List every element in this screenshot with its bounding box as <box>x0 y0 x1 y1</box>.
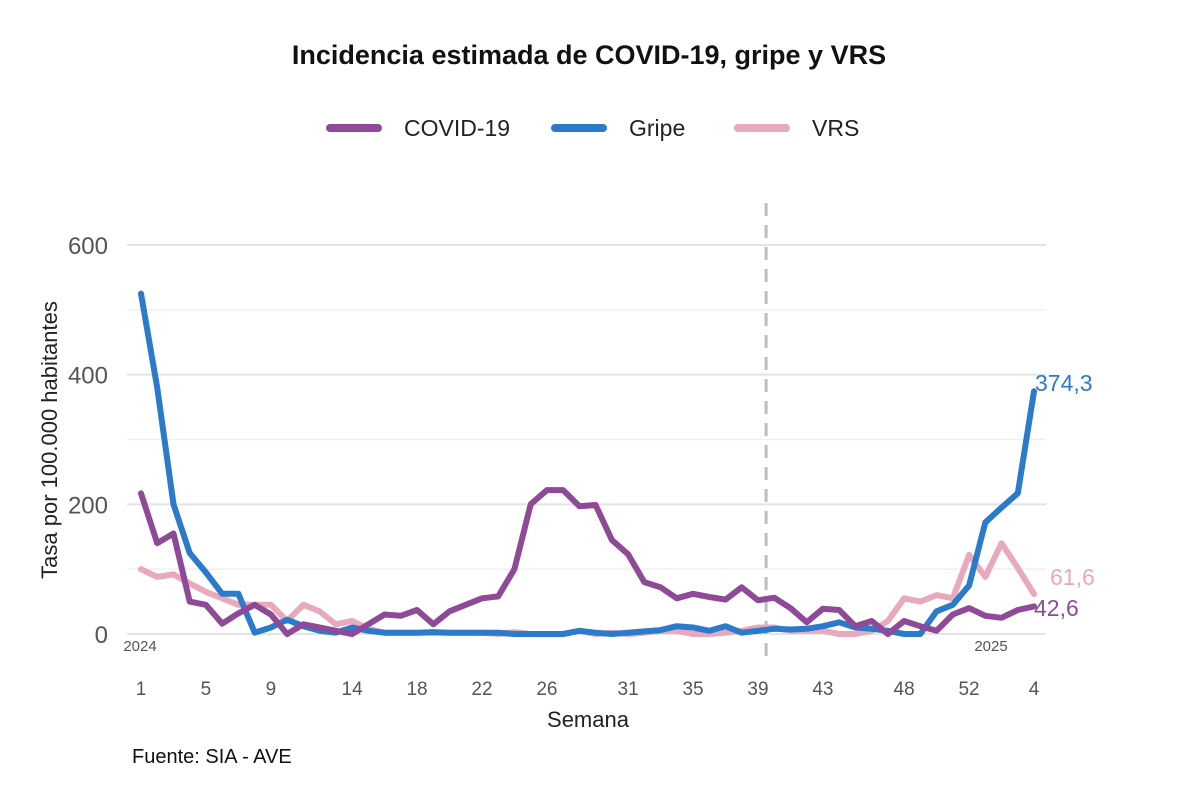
x-tick-label-35-8: 35 <box>682 679 703 700</box>
y-tick-label-600: 600 <box>68 233 108 260</box>
x-tick-label-1-0: 1 <box>136 679 147 700</box>
source-note: Fuente: SIA - AVE <box>132 746 292 768</box>
x-tick-label-9-2: 9 <box>266 679 277 700</box>
y-axis-label: Tasa por 100.000 habitantes <box>37 301 62 579</box>
legend-swatch-covid <box>326 124 382 132</box>
chart-legend: COVID-19 Gripe VRS <box>0 108 1200 148</box>
legend-item-covid: COVID-19 <box>326 108 510 148</box>
chart-title: Incidencia estimada de COVID-19, gripe y… <box>291 40 887 70</box>
y-tick-label-400: 400 <box>68 363 108 390</box>
legend-item-gripe: Gripe <box>551 108 685 148</box>
legend-swatch-gripe <box>551 124 607 132</box>
x-tick-label-14-3: 14 <box>342 679 364 700</box>
x-tick-label-5-1: 5 <box>201 679 212 700</box>
x-tick-label-26-6: 26 <box>536 679 557 700</box>
end-label-gripe: 374,3 <box>1035 370 1093 396</box>
x-tick-label-18-4: 18 <box>406 679 427 700</box>
end-label-covid: 42,6 <box>1034 595 1079 621</box>
x-tick-label-43-10: 43 <box>812 679 833 700</box>
y-tick-label-0: 0 <box>95 622 108 649</box>
legend-swatch-vrs <box>734 124 790 132</box>
gripe-line <box>138 290 1037 637</box>
legend-label-gripe: Gripe <box>629 114 686 141</box>
legend-item-vrs: VRS <box>734 108 859 148</box>
end-label-vrs: 61,6 <box>1050 564 1095 590</box>
x-tick-label-39-9: 39 <box>747 679 768 700</box>
x-tick-label-4-13: 4 <box>1029 679 1040 700</box>
x-tick-label-52-12: 52 <box>958 679 979 700</box>
x-tick-label-22-5: 22 <box>471 679 492 700</box>
legend-label-covid: COVID-19 <box>404 114 511 141</box>
x-axis-label: Semana <box>547 707 630 732</box>
x-tick-label-31-7: 31 <box>618 679 639 700</box>
x-tick-label-48-11: 48 <box>894 679 915 700</box>
legend-label-vrs: VRS <box>812 114 860 141</box>
covid-line <box>138 487 1037 637</box>
year-label-2024: 2024 <box>123 638 156 655</box>
y-tick-label-200: 200 <box>68 492 108 519</box>
year-label-2025: 2025 <box>974 638 1007 655</box>
